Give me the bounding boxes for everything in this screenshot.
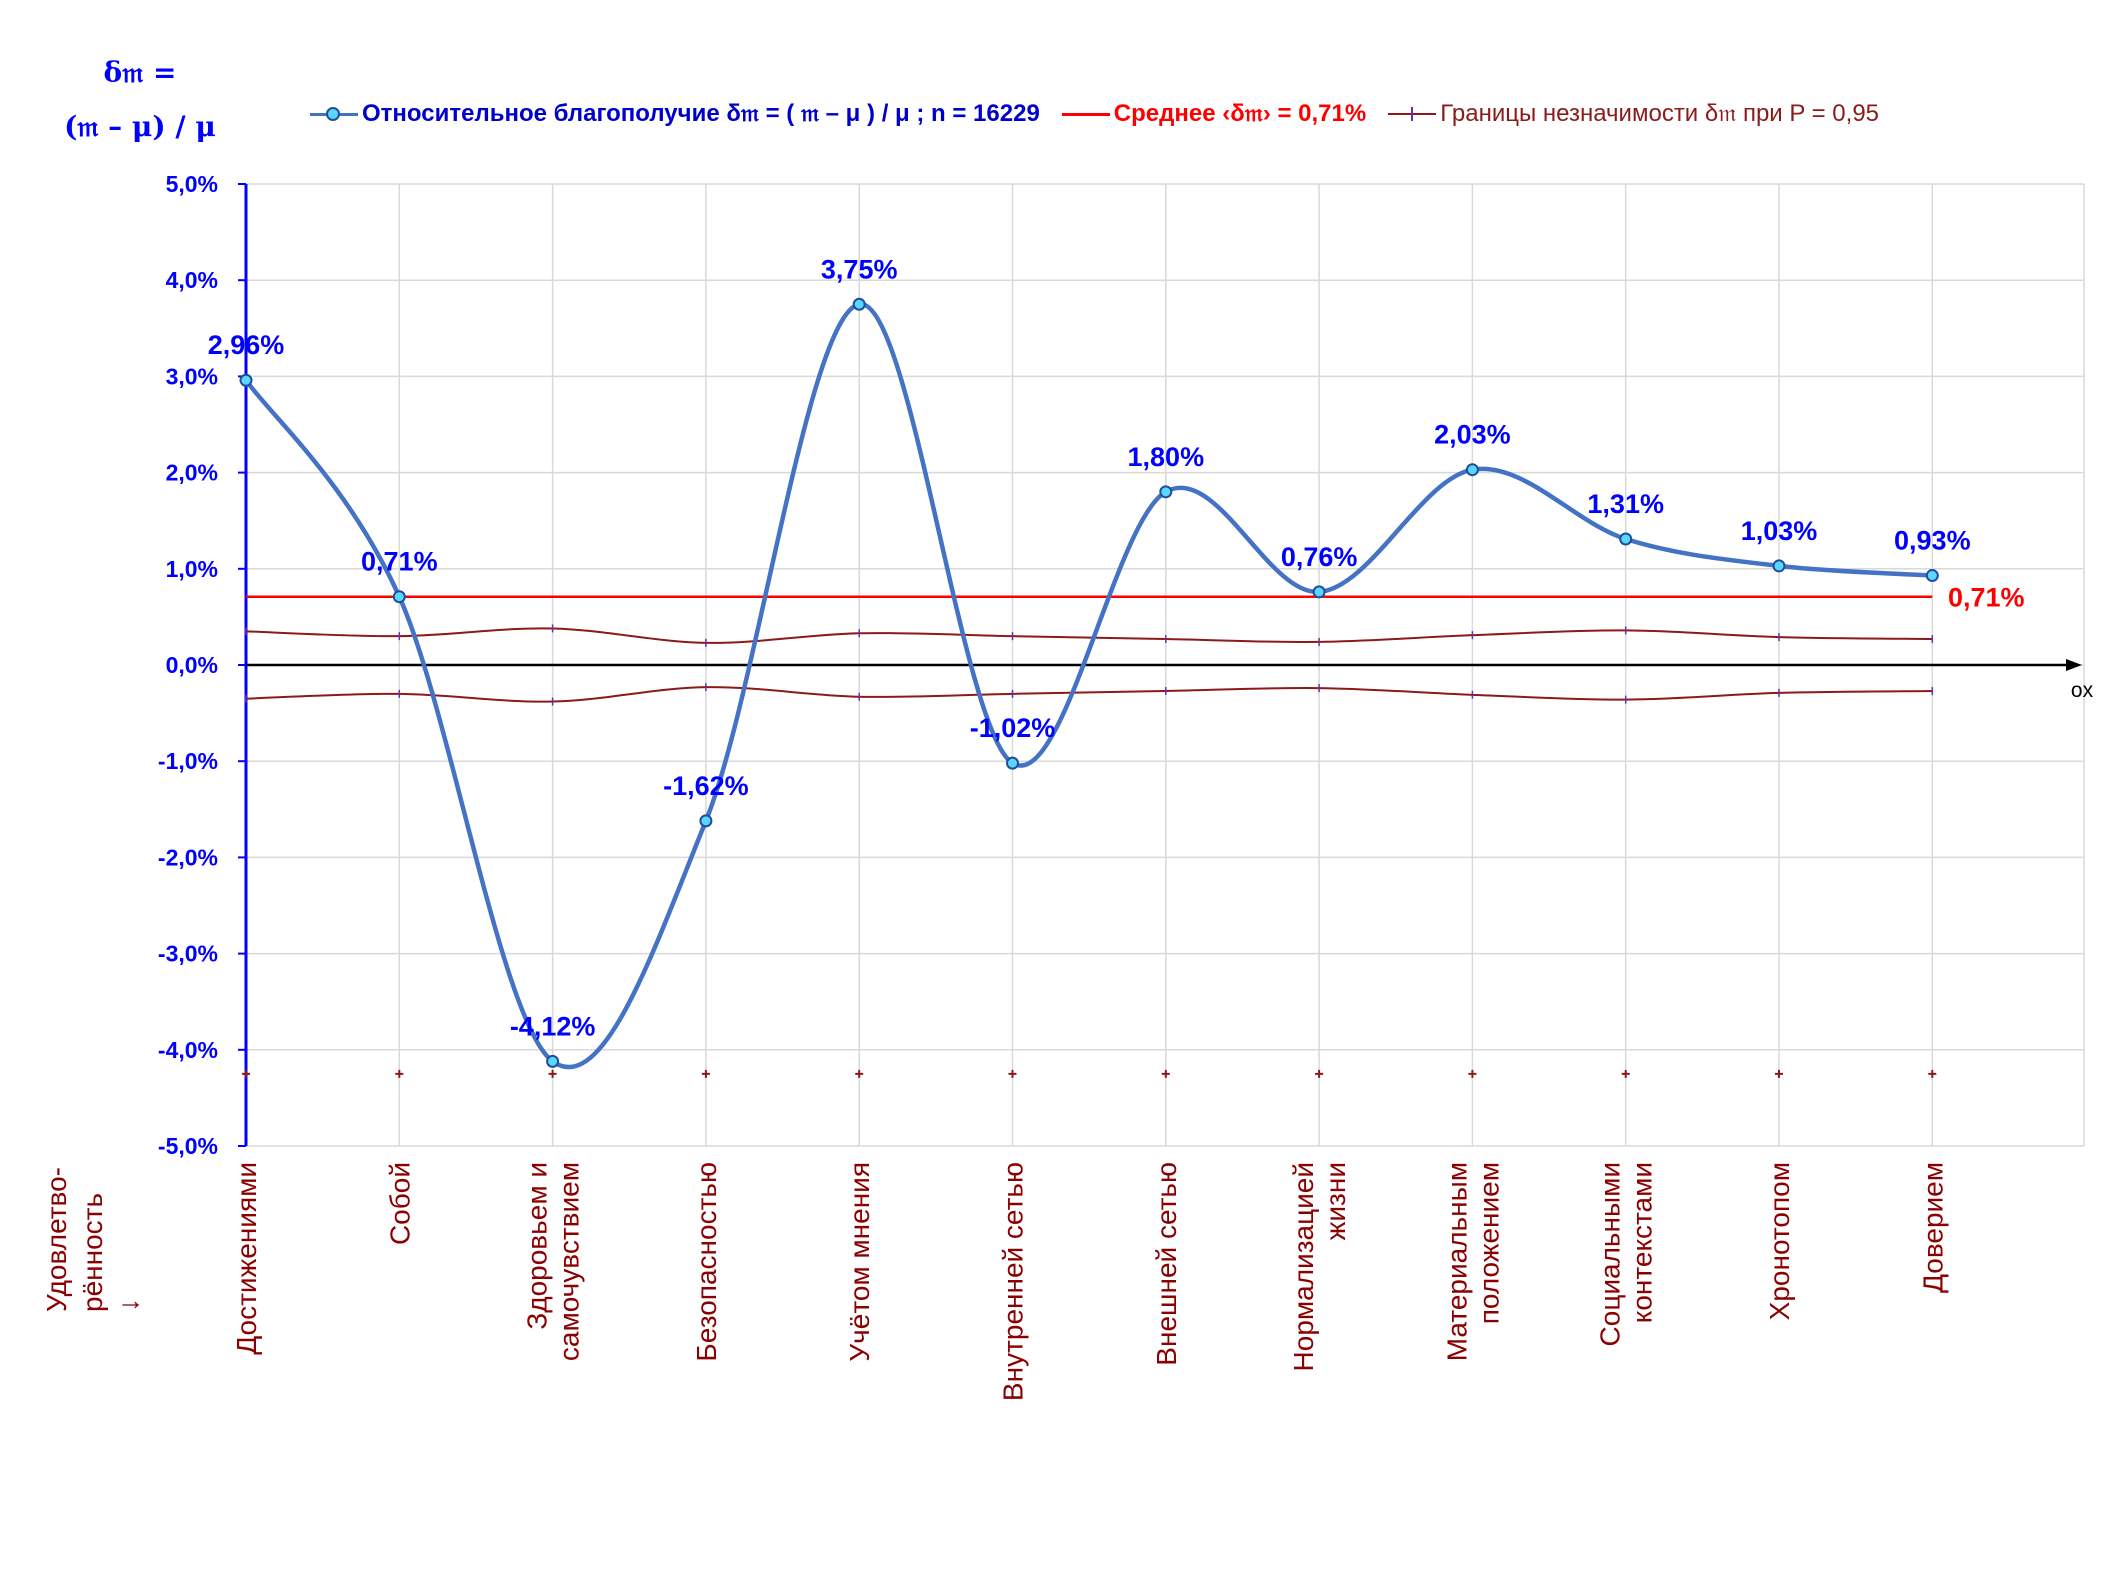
data-label: 1,80% (1128, 442, 1205, 472)
cross-marker-icon (395, 1069, 404, 1078)
formula-line-1: δ𝔪 = (103, 56, 177, 89)
category-label: Внутренней сетью (998, 1162, 1029, 1401)
cross-marker-icon (1775, 1069, 1783, 1078)
y-axis-title-line: рённость (77, 1193, 108, 1312)
y-tick-label: 3,0% (166, 363, 218, 389)
y-tick-label: -5,0% (158, 1133, 218, 1159)
cross-marker-icon (1315, 1069, 1324, 1078)
data-point (1465, 463, 1479, 477)
category-label: жизни (1320, 1162, 1351, 1240)
bound-line (245, 686, 1933, 703)
data-point (1006, 756, 1019, 770)
main-series: 2,96% 0,71% -4,12% -1,62% 3,75% -1,02% 1,80% 0,… (208, 254, 1971, 1070)
y-tick-label: 2,0% (166, 460, 218, 486)
legend-bounds-swatch-icon (1388, 104, 1437, 124)
category-label: Социальными (1595, 1162, 1626, 1346)
x-axis-name: ox (2071, 679, 2094, 702)
formula-line-2: (𝔪 – μ) / μ (64, 110, 216, 143)
lower-bound-series (245, 683, 1934, 706)
cross-marker-icon (1621, 1069, 1630, 1078)
legend-item-average: Среднее ‹δ𝔪› = 0,71% (1061, 100, 1367, 128)
cross-marker-icon (242, 1069, 250, 1078)
data-label: 3,75% (821, 254, 898, 284)
legend-item-bounds: Границы незначимости δ𝔪 при P = 0,95 (1388, 100, 1879, 128)
category-label: положением (1473, 1162, 1504, 1324)
y-axis-title-line: Удовлетво- (41, 1167, 72, 1312)
y-tick-label: -3,0% (158, 941, 218, 967)
cross-marker-icon (1161, 1069, 1170, 1078)
category-label: Учётом мнения (844, 1162, 875, 1362)
y-axis-title: Удовлетво-рённость ↓ (41, 1167, 144, 1312)
data-label: 0,71% (361, 547, 438, 577)
marker-row (242, 1069, 1937, 1078)
data-label: 1,03% (1741, 516, 1818, 546)
data-point (1312, 585, 1326, 599)
data-label: 0,93% (1894, 526, 1971, 556)
cross-marker-icon (855, 1069, 864, 1078)
data-point (852, 297, 866, 311)
data-point (699, 814, 713, 828)
cross-marker-icon (1008, 1069, 1017, 1078)
data-point (1159, 485, 1173, 499)
category-label: Внешней сетью (1151, 1162, 1182, 1366)
data-point (392, 590, 406, 604)
legend-average-swatch-icon (1061, 104, 1110, 124)
category-label: Здоровьем и (522, 1162, 553, 1330)
category-label: Безопасностью (691, 1162, 722, 1362)
category-label: Хронотопом (1764, 1162, 1795, 1320)
data-point (1619, 532, 1633, 546)
legend-main-label: Относительное благополучие δ𝔪 = ( 𝔪 – μ … (362, 100, 1040, 127)
legend-item-main: Относительное благополучие δ𝔪 = ( 𝔪 – μ … (310, 100, 1040, 128)
upper-bound-series (245, 624, 1934, 647)
data-point (1772, 559, 1786, 573)
data-point (1925, 569, 1939, 583)
data-label: 2,03% (1434, 420, 1511, 450)
category-label: Доверием (1917, 1162, 1948, 1293)
y-tick-labels: 5,0% 4,0% 3,0% 2,0% 1,0% 0,0% -1,0% -2,0% -3,0% -… (158, 171, 246, 1159)
main-series-line (244, 302, 1933, 1070)
chart-formula-title: δ𝔪 = (𝔪 – μ) / μ (40, 46, 240, 154)
cross-marker-icon (548, 1069, 557, 1078)
y-tick-label: 0,0% (166, 652, 218, 678)
y-tick-label: 4,0% (166, 267, 218, 293)
data-label: -1,02% (970, 713, 1056, 743)
data-label: 0,76% (1281, 542, 1358, 572)
y-tick-label: 5,0% (166, 171, 218, 197)
y-axis-title-line: ↓ (113, 1298, 144, 1312)
category-label: Нормализацией (1288, 1162, 1319, 1371)
category-label: Собой (384, 1162, 415, 1245)
data-label: 2,96% (208, 330, 285, 360)
y-tick-label: 1,0% (166, 556, 218, 582)
cross-marker-icon (701, 1069, 710, 1078)
y-tick-label: -1,0% (158, 748, 218, 774)
data-label: -4,12% (510, 1011, 596, 1041)
legend: Относительное благополучие δ𝔪 = ( 𝔪 – μ … (310, 96, 1901, 132)
category-label: Достижениями (231, 1162, 262, 1355)
y-tick-label: -2,0% (158, 844, 218, 870)
category-label: контекстами (1627, 1162, 1658, 1323)
legend-average-label: Среднее ‹δ𝔪› = 0,71% (1113, 100, 1367, 127)
x-axis-arrow-icon (2066, 659, 2082, 671)
category-label: самочувствием (554, 1162, 585, 1361)
data-point (239, 373, 253, 387)
legend-main-swatch-icon (310, 104, 358, 124)
cross-marker-icon (1468, 1069, 1477, 1078)
bound-line (245, 627, 1933, 644)
data-label: -1,62% (663, 771, 749, 801)
category-label: Материальным (1441, 1162, 1472, 1361)
data-label: 1,31% (1587, 489, 1664, 519)
y-tick-label: -4,0% (158, 1037, 218, 1063)
category-labels: Достижениями Собой Здоровьем и самочувствие… (231, 1162, 1948, 1401)
legend-bounds-label: Границы незначимости δ𝔪 при P = 0,95 (1440, 100, 1880, 127)
data-point (546, 1054, 560, 1068)
average-label: 0,71% (1948, 583, 2025, 613)
cross-marker-icon (1928, 1069, 1937, 1078)
